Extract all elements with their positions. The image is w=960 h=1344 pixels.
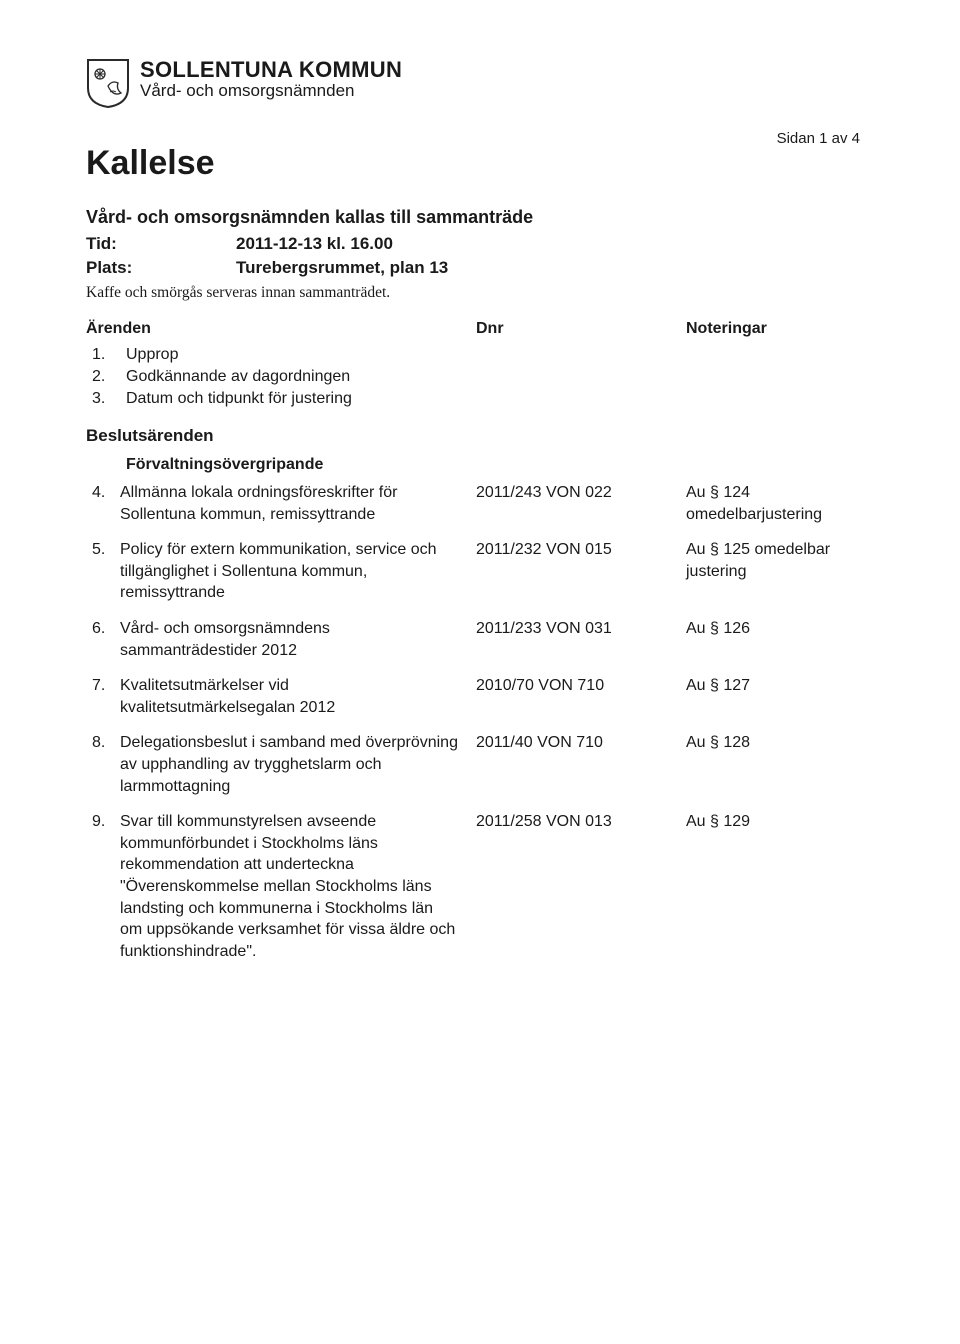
item-dnr: 2011/258 VON 013 [476,811,686,962]
item-description: Delegationsbeslut i samband med överpröv… [120,732,476,797]
agenda-list: 4.Allmänna lokala ordningsföreskrifter f… [86,482,888,962]
item-number: 9. [86,811,120,962]
list-item: 9.Svar till kommunstyrelsen avseende kom… [86,811,888,962]
tid-value: 2011-12-13 kl. 16.00 [236,234,393,254]
plats-label: Plats: [86,258,236,278]
org-name: SOLLENTUNA KOMMUN [140,58,402,81]
item-dnr: 2010/70 VON 710 [476,675,686,718]
list-item: 8.Delegationsbeslut i samband med överpr… [86,732,888,797]
list-item: 5.Policy för extern kommunikation, servi… [86,539,888,604]
prelim-list: Upprop Godkännande av dagordningen Datum… [86,346,888,408]
item-note: Au § 127 [686,675,888,718]
col-dnr: Dnr [476,320,686,338]
item-description: Vård- och omsorgsnämndens sammanträdesti… [120,618,476,661]
plats-value: Turebergsrummet, plan 13 [236,258,448,278]
item-description: Allmänna lokala ordningsföreskrifter för… [120,482,476,525]
item-note: Au § 129 [686,811,888,962]
kaffe-note: Kaffe och smörgås serveras innan sammant… [86,284,888,302]
prelim-text: Godkännande av dagordningen [126,368,350,386]
item-number: 5. [86,539,120,604]
sub-heading: Förvaltningsövergripande [126,456,888,474]
col-arenden: Ärenden [86,320,476,338]
list-item: Datum och tidpunkt för justering [86,390,888,408]
list-item: 4.Allmänna lokala ordningsföreskrifter f… [86,482,888,525]
item-dnr: 2011/243 VON 022 [476,482,686,525]
crest-icon [86,58,130,108]
item-description: Kvalitetsutmärkelser vid kvalitetsutmärk… [120,675,476,718]
col-noteringar: Noteringar [686,320,888,338]
item-dnr: 2011/232 VON 015 [476,539,686,604]
item-number: 7. [86,675,120,718]
item-note: Au § 126 [686,618,888,661]
intro-row-plats: Plats: Turebergsrummet, plan 13 [86,258,888,278]
item-dnr: 2011/40 VON 710 [476,732,686,797]
item-number: 6. [86,618,120,661]
list-item: 6.Vård- och omsorgsnämndens sammanträdes… [86,618,888,661]
section-heading: Beslutsärenden [86,426,888,446]
item-description: Policy för extern kommunikation, service… [120,539,476,604]
prelim-text: Upprop [126,346,178,364]
column-headers: Ärenden Dnr Noteringar [86,320,888,338]
list-item: 7.Kvalitetsutmärkelser vid kvalitetsutmä… [86,675,888,718]
item-note: Au § 128 [686,732,888,797]
org-block: SOLLENTUNA KOMMUN Vård- och omsorgsnämnd… [140,58,402,101]
item-number: 8. [86,732,120,797]
list-item: Godkännande av dagordningen [86,368,888,386]
item-note: Au § 125 omedelbar justering [686,539,888,604]
item-description: Svar till kommunstyrelsen avseende kommu… [120,811,476,962]
prelim-text: Datum och tidpunkt för justering [126,390,352,408]
org-dept: Vård- och omsorgsnämnden [140,81,402,101]
item-note: Au § 124 omedelbarjustering [686,482,888,525]
document-title: Kallelse [86,144,888,183]
tid-label: Tid: [86,234,236,254]
intro-block: Vård- och omsorgsnämnden kallas till sam… [86,207,888,302]
page-indicator: Sidan 1 av 4 [777,130,860,147]
intro-heading: Vård- och omsorgsnämnden kallas till sam… [86,207,888,228]
item-number: 4. [86,482,120,525]
list-item: Upprop [86,346,888,364]
intro-row-tid: Tid: 2011-12-13 kl. 16.00 [86,234,888,254]
document-header: SOLLENTUNA KOMMUN Vård- och omsorgsnämnd… [86,58,888,108]
item-dnr: 2011/233 VON 031 [476,618,686,661]
